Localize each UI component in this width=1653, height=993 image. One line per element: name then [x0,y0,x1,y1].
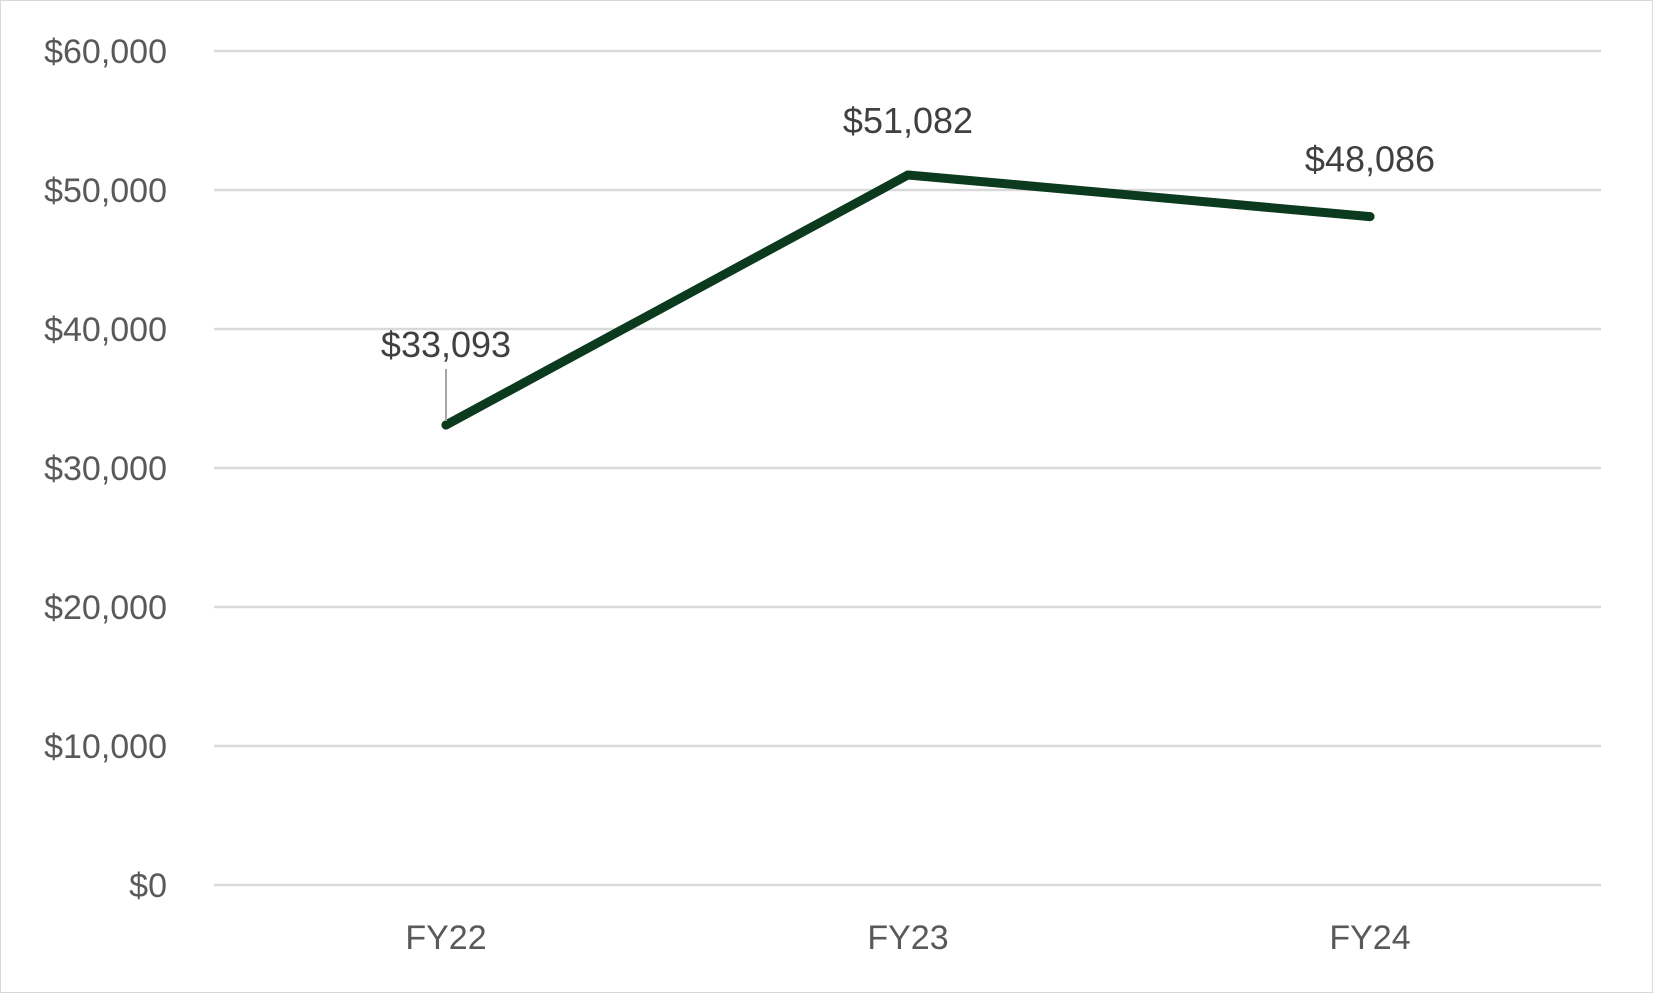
gridlines [214,49,1601,887]
x-tick-label: FY24 [1329,919,1410,957]
x-tick-label: FY23 [867,919,948,957]
data-labels: $33,093 $51,082 $48,086 [381,100,1435,422]
data-label: $33,093 [381,324,511,365]
y-tick-label: $50,000 [44,172,167,210]
y-tick-label: $30,000 [44,450,167,488]
y-tick-label: $40,000 [44,311,167,349]
x-tick-label: FY22 [405,919,486,957]
data-label: $48,086 [1305,139,1435,180]
y-tick-label: $0 [129,867,167,905]
y-tick-label: $60,000 [44,33,167,71]
series-layer [441,170,1375,430]
y-tick-label: $10,000 [44,728,167,766]
y-axis-tick-labels: $0 $10,000 $20,000 $30,000 $40,000 $50,000 $60… [44,33,167,905]
series-line [441,170,1375,430]
data-point [1365,212,1375,222]
x-axis-tick-labels: FY22 FY23 FY24 [405,919,1410,957]
data-point [441,420,451,430]
y-tick-label: $20,000 [44,589,167,627]
data-point [903,170,913,180]
data-label: $51,082 [843,100,973,141]
